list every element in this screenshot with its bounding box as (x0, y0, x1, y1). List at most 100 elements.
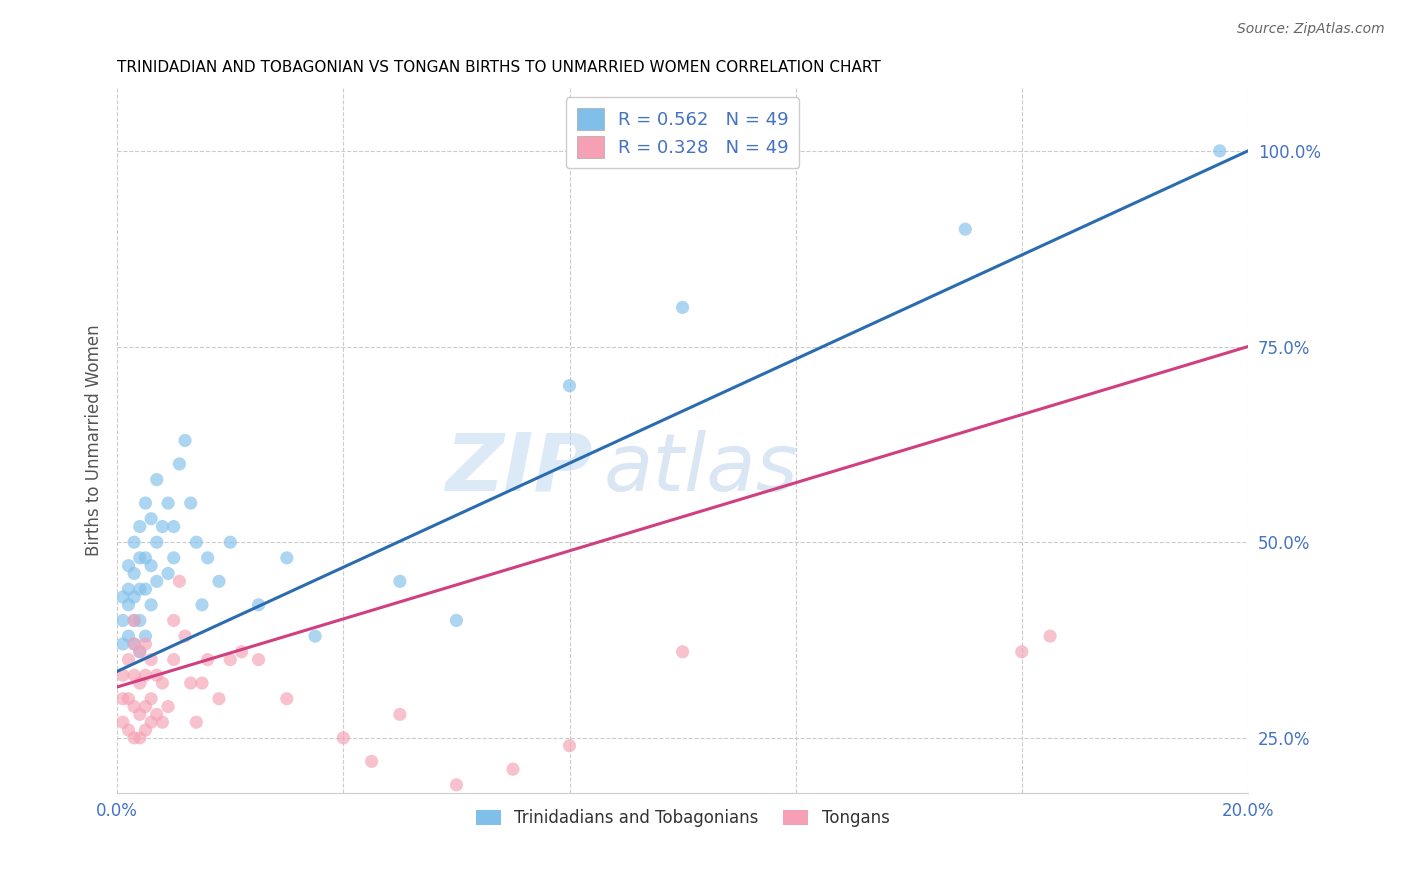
Point (157, 496, 180, 510)
Point (502, 762, 524, 776)
Point (122, 614, 145, 628)
Point (117, 582, 139, 596)
Point (180, 496, 202, 510)
Point (128, 707, 150, 722)
Point (134, 699, 156, 714)
Point (145, 574, 167, 589)
Point (122, 699, 145, 714)
Point (163, 614, 186, 628)
Point (247, 652, 270, 666)
Point (169, 457, 191, 471)
Point (1011, 645, 1033, 659)
Point (117, 723, 139, 737)
Point (304, 629, 326, 643)
Point (128, 676, 150, 690)
Point (208, 574, 231, 589)
Point (111, 614, 134, 628)
Point (128, 731, 150, 745)
Point (163, 652, 186, 666)
Point (197, 550, 219, 565)
Point (128, 645, 150, 659)
Point (122, 637, 145, 651)
Point (208, 691, 231, 706)
Point (180, 676, 202, 690)
Point (219, 535, 242, 549)
Point (446, 614, 468, 628)
Point (139, 598, 162, 612)
Point (360, 755, 382, 769)
Text: Source: ZipAtlas.com: Source: ZipAtlas.com (1237, 22, 1385, 37)
Point (128, 519, 150, 533)
Point (1209, 144, 1232, 158)
Point (197, 652, 219, 666)
Point (134, 550, 156, 565)
Point (139, 691, 162, 706)
Point (145, 535, 167, 549)
Point (671, 301, 693, 315)
Point (122, 566, 145, 581)
Point (152, 519, 174, 533)
Text: ZIP: ZIP (444, 430, 592, 508)
Point (186, 715, 208, 730)
Point (163, 519, 186, 533)
Point (157, 566, 180, 581)
Point (446, 778, 468, 792)
Point (152, 715, 174, 730)
Point (152, 676, 174, 690)
Point (157, 699, 180, 714)
Point (122, 535, 145, 549)
Point (122, 590, 145, 604)
Text: TRINIDADIAN AND TOBAGONIAN VS TONGAN BIRTHS TO UNMARRIED WOMEN CORRELATION CHART: TRINIDADIAN AND TOBAGONIAN VS TONGAN BIR… (117, 60, 882, 75)
Point (122, 731, 145, 745)
Point (671, 645, 693, 659)
Point (1039, 629, 1062, 643)
Point (247, 598, 270, 612)
Point (163, 550, 186, 565)
Point (276, 550, 298, 565)
Point (128, 614, 150, 628)
Point (117, 629, 139, 643)
Point (174, 629, 197, 643)
Point (111, 590, 134, 604)
Point (122, 637, 145, 651)
Point (111, 715, 134, 730)
Point (117, 691, 139, 706)
Point (139, 512, 162, 526)
Point (122, 614, 145, 628)
Point (186, 535, 208, 549)
Point (231, 645, 253, 659)
Point (111, 668, 134, 682)
Point (191, 676, 214, 690)
Point (139, 652, 162, 666)
Point (169, 574, 191, 589)
Point (332, 731, 354, 745)
Point (955, 222, 977, 236)
Point (128, 645, 150, 659)
Point (134, 582, 156, 596)
Point (128, 582, 150, 596)
Point (145, 668, 167, 682)
Point (145, 473, 167, 487)
Point (122, 668, 145, 682)
Point (388, 574, 411, 589)
Point (111, 637, 134, 651)
Point (139, 558, 162, 573)
Point (139, 715, 162, 730)
Point (134, 723, 156, 737)
Point (219, 652, 242, 666)
Point (174, 434, 197, 448)
Point (388, 707, 411, 722)
Point (191, 598, 214, 612)
Point (134, 629, 156, 643)
Y-axis label: Births to Unmarried Women: Births to Unmarried Women (86, 325, 103, 557)
Point (558, 378, 581, 392)
Point (558, 739, 581, 753)
Point (128, 550, 150, 565)
Point (111, 691, 134, 706)
Point (134, 496, 156, 510)
Point (117, 652, 139, 666)
Point (117, 598, 139, 612)
Legend: Trinidadians and Tobagonians, Tongans: Trinidadians and Tobagonians, Tongans (470, 802, 896, 834)
Point (134, 637, 156, 651)
Point (117, 558, 139, 573)
